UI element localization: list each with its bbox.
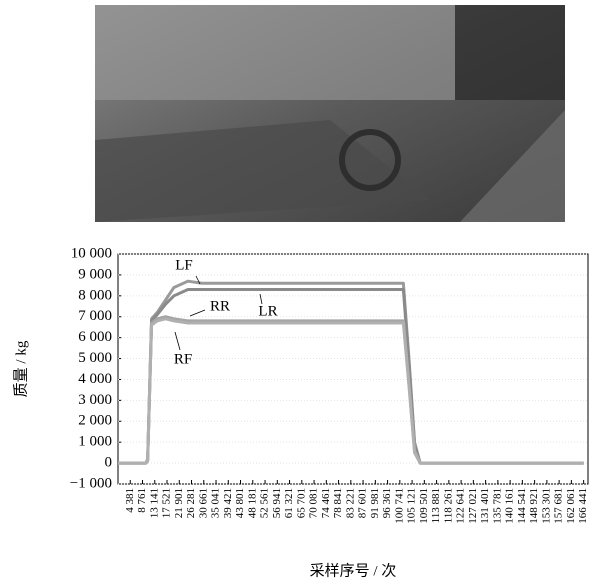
x-tick-label: 78 841 [332, 488, 344, 518]
y-tick-label: 2 000 [78, 413, 112, 429]
x-axis-label: 采样序号 / 次 [310, 562, 397, 579]
x-tick-label: 70 081 [308, 488, 320, 518]
x-tick-label: 30 661 [197, 488, 209, 518]
y-tick-label: 1 000 [78, 434, 112, 450]
x-tick-label: 43 801 [234, 488, 246, 518]
x-tick-label: 87 601 [357, 488, 369, 518]
x-tick-label: 26 281 [185, 488, 197, 518]
x-tick-label: 105 121 [406, 488, 418, 524]
y-tick-label: 6 000 [78, 329, 112, 345]
photo [95, 5, 565, 222]
x-tick-label: 74 461 [320, 488, 332, 518]
x-tick-label: 17 521 [161, 488, 173, 518]
x-tick-label: 144 541 [516, 488, 528, 524]
x-tick-label: 83 221 [344, 488, 356, 518]
x-tick-label: 39 421 [222, 488, 234, 518]
y-axis-label: 质量 / kg [12, 340, 29, 397]
annotation-leader [175, 332, 180, 350]
x-tick-label: 113 881 [430, 488, 442, 523]
x-tick-label: 127 021 [467, 488, 479, 524]
y-tick-label: 10 000 [71, 245, 112, 261]
x-tick-label: 100 741 [393, 488, 405, 524]
series-line [118, 281, 584, 463]
x-tick-label: 21 901 [173, 488, 185, 518]
x-tick-label: 118 261 [442, 488, 454, 523]
x-tick-label: 122 641 [455, 488, 467, 524]
x-tick-label: 52 561 [259, 488, 271, 518]
y-tick-label: 0 [105, 455, 113, 471]
x-tick-label: 48 181 [246, 488, 258, 518]
y-tick-label: 5 000 [78, 350, 112, 366]
x-tick-label: 148 921 [528, 488, 540, 524]
x-tick-label: 131 401 [479, 488, 491, 524]
x-tick-label: 153 301 [540, 488, 552, 524]
x-tick-label: 140 161 [504, 488, 516, 524]
series-line [118, 317, 584, 463]
y-tick-label: 8 000 [78, 287, 112, 303]
x-tick-label: 8 761 [136, 488, 148, 513]
x-tick-label: 109 501 [418, 488, 430, 524]
annotation-leader [190, 310, 205, 316]
x-tick-label: 157 681 [553, 488, 565, 524]
x-tick-label: 96 361 [381, 488, 393, 518]
series-label: RF [174, 351, 192, 367]
y-tick-label: 9 000 [78, 266, 112, 282]
y-tick-label: 7 000 [78, 308, 112, 324]
x-tick-label: 61 321 [283, 488, 295, 518]
x-tick-label: 56 941 [271, 488, 283, 518]
y-tick-label: 4 000 [78, 371, 112, 387]
series-line [118, 319, 584, 463]
x-tick-label: 91 981 [369, 488, 381, 518]
x-tick-label: 4 381 [124, 488, 136, 513]
x-tick-label: 162 061 [565, 488, 577, 524]
series-line [118, 290, 584, 464]
y-tick-label: 3 000 [78, 392, 112, 408]
x-tick-label: 166 441 [577, 488, 589, 524]
x-tick-label: 135 781 [491, 488, 503, 524]
series-label: RR [210, 298, 230, 314]
y-tick-label: −1 000 [70, 475, 112, 491]
x-tick-label: 13 141 [148, 488, 160, 518]
figure: 质量 / kg 采样序号 / 次 −1 000 0 1 000 2 000 3 000 4… [0, 0, 594, 586]
series-label: LF [175, 257, 193, 273]
x-tick-label: 35 041 [210, 488, 222, 518]
x-tick-label: 65 701 [295, 488, 307, 518]
series-label: LR [258, 303, 277, 319]
